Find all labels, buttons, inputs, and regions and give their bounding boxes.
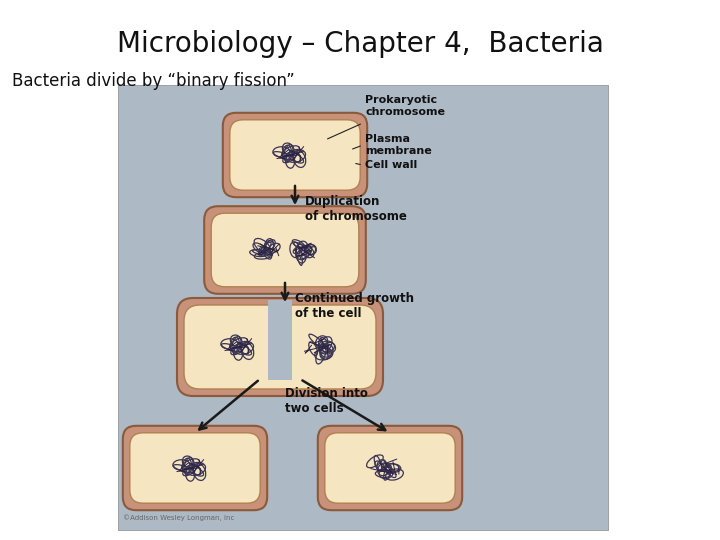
Bar — [118, 85, 608, 530]
FancyBboxPatch shape — [130, 433, 260, 503]
Text: Cell wall: Cell wall — [365, 160, 418, 170]
Text: Division into
two cells: Division into two cells — [285, 387, 368, 415]
Text: ©Addison Wesley Longman, Inc: ©Addison Wesley Longman, Inc — [123, 514, 235, 521]
FancyBboxPatch shape — [318, 426, 462, 510]
FancyBboxPatch shape — [325, 433, 455, 503]
Text: Continued growth
of the cell: Continued growth of the cell — [295, 292, 414, 320]
FancyBboxPatch shape — [204, 206, 366, 294]
Text: Plasma
membrane: Plasma membrane — [365, 134, 432, 156]
Bar — [268, 300, 292, 380]
FancyBboxPatch shape — [123, 426, 267, 510]
FancyBboxPatch shape — [184, 305, 376, 389]
Text: Prokaryotic
chromosome: Prokaryotic chromosome — [365, 96, 445, 117]
FancyBboxPatch shape — [211, 213, 359, 287]
Text: Microbiology – Chapter 4,  Bacteria: Microbiology – Chapter 4, Bacteria — [117, 30, 603, 58]
FancyBboxPatch shape — [177, 298, 383, 396]
Text: Duplication
of chromosome: Duplication of chromosome — [305, 195, 407, 223]
FancyBboxPatch shape — [222, 113, 367, 197]
FancyBboxPatch shape — [230, 120, 360, 190]
Text: Bacteria divide by “binary fission”: Bacteria divide by “binary fission” — [12, 72, 294, 90]
